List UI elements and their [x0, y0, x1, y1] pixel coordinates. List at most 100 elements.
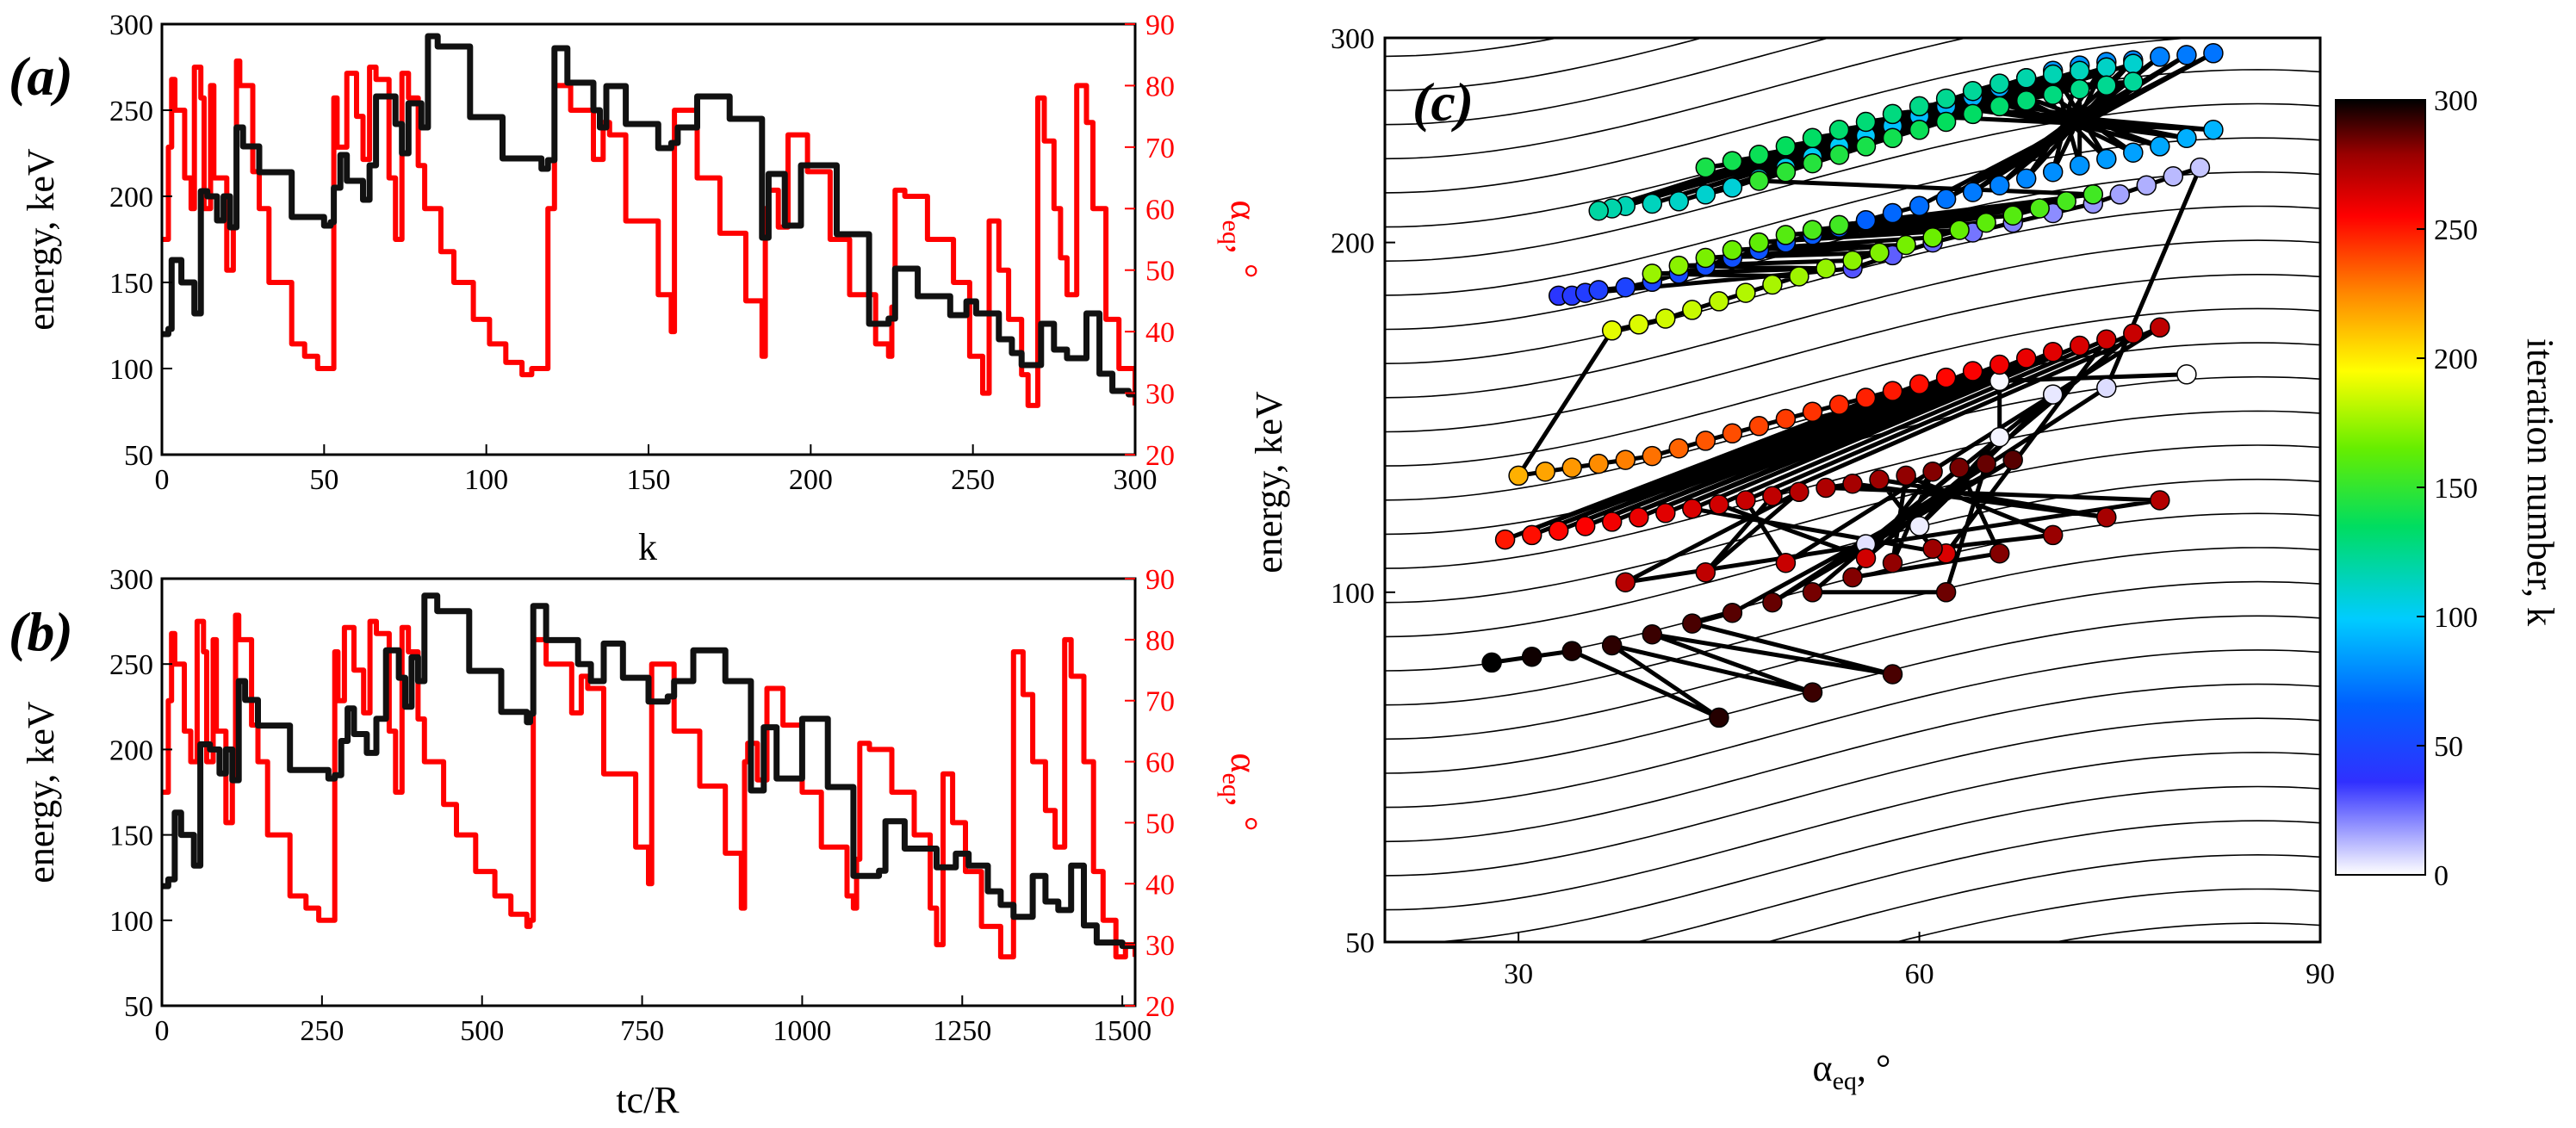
panel-c-point [2096, 75, 2117, 96]
panel-c-point [1695, 431, 1716, 451]
panel-c-point [1855, 136, 1877, 157]
panel-c-point [1882, 664, 1903, 685]
panel-a-xtick-label: 0 [155, 464, 170, 496]
panel-c-point [1949, 457, 1970, 478]
panel-c-point [1802, 220, 1823, 240]
panel-c-point [1909, 120, 1930, 140]
panel-c-point [1588, 453, 1609, 474]
panel-c-point [1962, 182, 1983, 202]
panel-b-xlabel: tc/R [616, 1079, 680, 1121]
panel-c-point [1722, 602, 1743, 623]
panel-c-point [1882, 127, 1903, 149]
panel-c-point [1775, 225, 1797, 245]
panel-a-label: (a) [9, 46, 73, 107]
panel-a-ytick-right-label: 20 [1145, 440, 1175, 472]
panel-b-ytick-left-label: 50 [124, 991, 153, 1023]
panel-c-point [1816, 477, 1836, 499]
panel-b-xtick-label: 1250 [933, 1015, 991, 1047]
panel-c-point [1629, 507, 1649, 528]
panel-c-point [1709, 707, 1729, 728]
panel-c-point [2042, 161, 2064, 183]
panel-c-point [2042, 384, 2064, 405]
panel-c-point [1869, 242, 1890, 263]
panel-c-point [1775, 552, 1797, 573]
panel-c-point [2150, 317, 2170, 338]
panel-c-point [1722, 239, 1743, 261]
panel-c-point [1561, 641, 1582, 661]
panel-c-point [2083, 184, 2104, 205]
panel-c-point [1695, 157, 1716, 178]
panel-b-ytick-right-label: 70 [1145, 686, 1175, 718]
colorbar-tick-label: 300 [2434, 85, 2478, 117]
colorbar-tick-label: 100 [2434, 602, 2478, 634]
panel-c-contour-line [1426, 785, 2320, 942]
panel-c-point [1601, 320, 1623, 341]
panel-b-ytick-left-label: 250 [109, 649, 153, 681]
panel-c-point [1548, 520, 1569, 541]
panel-b-ytick-left-label: 300 [109, 564, 153, 596]
panel-c-xlabel-main: α [1813, 1047, 1833, 1089]
panel-b-ytick-right-label: 50 [1145, 808, 1175, 840]
panel-b-axes: 0 250 500 750 1000 1250 1500 50 100 150 200 250 300 2… [109, 564, 1175, 1047]
panel-a-ytick-right-label: 90 [1145, 9, 1175, 41]
panel-b-ytick-right-label: 90 [1145, 564, 1175, 596]
panel-a-ytick-left-label: 150 [109, 268, 153, 300]
panel-c-contour-line [1385, 683, 2320, 843]
panel-c-contour-line [1385, 38, 1705, 91]
panel-c-point [2123, 142, 2144, 163]
panel-c-point [1935, 367, 1957, 388]
panel-c-point [1682, 613, 1703, 634]
panel-c-point [2042, 341, 2064, 363]
panel-c-point [2189, 157, 2211, 178]
panel-b-xtick-label: 1500 [1093, 1015, 1151, 1047]
panel-b-ytick-left-label: 150 [109, 821, 153, 852]
panel-c-point [2069, 155, 2090, 176]
panel-c-point [1855, 210, 1877, 231]
panel-c-point [2096, 329, 2117, 350]
panel-c-point [1909, 195, 1930, 216]
panel-c-point [1896, 465, 1916, 487]
panel-c-point [2176, 127, 2197, 149]
panel-c-point [1508, 465, 1529, 487]
panel-b-label: (b) [9, 601, 73, 662]
panel-c-point [1909, 374, 1930, 395]
panel-c-point [1748, 170, 1770, 191]
panel-c-point [2042, 64, 2064, 85]
panel-c-point [1828, 144, 1850, 165]
panel-c-contour-line [1893, 888, 2320, 942]
panel-b-ylabel-left: energy, keV [20, 701, 62, 883]
panel-c-contour-line [1385, 38, 1832, 126]
panel-c-contour-line [1385, 38, 1561, 58]
panel-a-ytick-left-label: 50 [124, 440, 153, 472]
panel-b-xtick-label: 750 [620, 1015, 664, 1047]
panel-c-contour-line [1385, 239, 2320, 399]
panel-c-ytick-label: 100 [1331, 578, 1375, 610]
panel-a-xtick-label: 50 [309, 464, 338, 496]
panel-c-point [1748, 416, 1770, 437]
panel-c-point [1655, 308, 1676, 329]
panel-c-point [1668, 437, 1690, 459]
panel-c-xtick-label: 60 [1905, 958, 1934, 990]
panel-c-point [2096, 377, 2117, 398]
panel-c-axes: 30 60 90 50 100 200 300 [1331, 23, 2335, 990]
panel-c-point [2109, 184, 2131, 205]
panel-c-point [1762, 486, 1783, 506]
panel-c-point [1909, 96, 1930, 117]
colorbar-tick-label: 0 [2434, 860, 2449, 892]
panel-b-alpha-line [162, 612, 1135, 960]
panel-a-axes: 0 50 100 150 200 250 3005010015020025030020304… [109, 9, 1175, 496]
panel-c-point [2150, 490, 2170, 511]
panel-c-point [2029, 198, 2050, 219]
panel-c-point [1601, 635, 1623, 656]
panel-b: 0 250 500 750 1000 1250 1500 50 100 150 200 250 300 2… [9, 564, 1265, 1121]
panel-c-point [1989, 542, 2010, 564]
panel-c-point [1695, 184, 1716, 205]
panel-c-point [2042, 84, 2064, 105]
panel-c-point [1802, 582, 1823, 603]
panel-c-contour-line [1385, 102, 2320, 262]
panel-c-point [1922, 538, 1943, 560]
panel-b-xtick-label: 1000 [773, 1015, 831, 1047]
panel-c-point [1748, 144, 1770, 165]
panel-c-point [1615, 572, 1636, 592]
panel-c-point [1989, 354, 2010, 375]
